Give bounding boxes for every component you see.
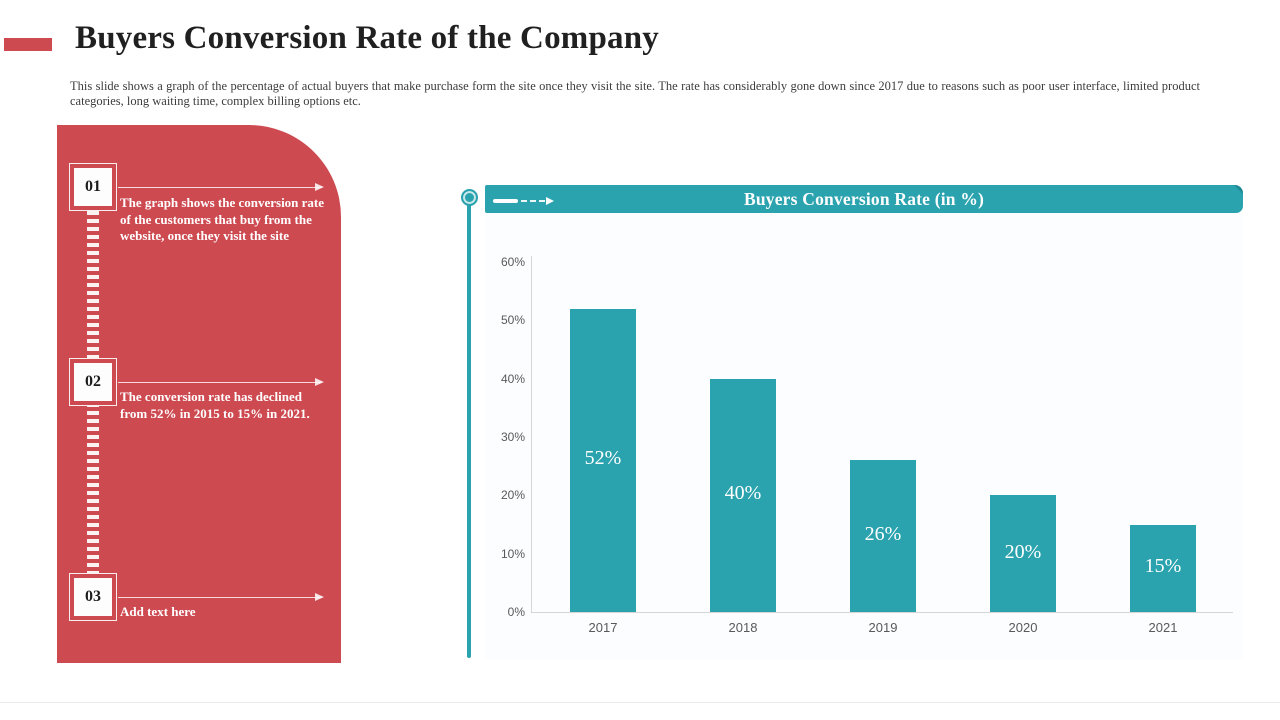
timeline-step-1-number: 01 [74, 168, 112, 206]
timeline-panel: 01 The graph shows the conversion rate o… [57, 125, 341, 663]
connector-vertical-line [467, 204, 471, 658]
timeline-step-2-number: 02 [74, 363, 112, 401]
bottom-divider [0, 702, 1280, 703]
bar-data-label: 15% [1144, 555, 1182, 578]
chart-title-bar: Buyers Conversion Rate (in %) [485, 185, 1243, 213]
chart-title: Buyers Conversion Rate (in %) [743, 188, 985, 209]
connector-dot-icon [461, 189, 478, 206]
y-axis-tick-label: 50% [500, 313, 525, 328]
bar-data-label: 26% [864, 523, 902, 546]
timeline-step-1-text: The graph shows the conversion rate of t… [120, 195, 325, 243]
dashed-arrow-icon [493, 197, 554, 205]
x-axis-category-label: 2018 [728, 620, 758, 635]
y-axis-tick-label: 60% [500, 255, 525, 269]
timeline-step-2-box: 02 [69, 358, 117, 406]
y-axis-tick-label: 10% [500, 546, 525, 561]
timeline-step-3-number: 03 [74, 578, 112, 616]
bar-2019 [850, 460, 916, 612]
y-axis-tick-label: 20% [500, 488, 525, 503]
bar-2017 [570, 308, 636, 612]
bar-data-label: 52% [584, 447, 622, 470]
y-axis-tick-label: 40% [500, 371, 525, 386]
x-axis-category-label: 2019 [868, 620, 898, 635]
arrow-right-icon [118, 183, 324, 191]
timeline-step-1-box: 01 [69, 163, 117, 211]
page-title: Buyers Conversion Rate of the Company [75, 20, 659, 56]
bar-2021 [1130, 524, 1196, 612]
slide-subtitle: This slide shows a graph of the percenta… [70, 79, 1200, 109]
timeline-step-2-text: The conversion rate has declined from 52… [120, 389, 310, 421]
x-axis-category-label: 2020 [1008, 620, 1038, 635]
bar-2018 [710, 378, 776, 612]
arrow-right-icon [118, 378, 324, 386]
x-axis-line [531, 612, 1233, 613]
arrow-right-icon [118, 593, 324, 601]
timeline-step-3-text: Add text here [120, 604, 196, 619]
y-axis-tick-label: 0% [507, 605, 525, 619]
y-axis-line [531, 256, 532, 612]
y-axis-tick-label: 30% [500, 430, 525, 444]
x-axis-category-label: 2017 [588, 620, 618, 635]
bar-2020 [990, 495, 1056, 612]
title-accent-bar [4, 38, 52, 51]
x-axis-category-label: 2021 [1148, 620, 1178, 635]
timeline-step-3-box: 03 [69, 573, 117, 621]
plot-area: 60% 50% 40% 30% 20% 10% 0% 52% 2017 40% 2018 26% 201… [485, 213, 1243, 660]
bar-data-label: 40% [724, 482, 762, 505]
bar-data-label: 20% [1004, 540, 1042, 563]
